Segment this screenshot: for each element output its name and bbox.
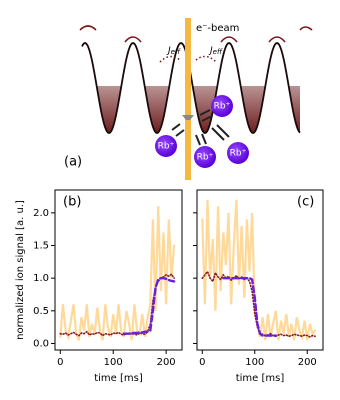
electron-beam <box>185 18 191 180</box>
ion-label: Rb⁺ <box>158 142 175 152</box>
plot-frame <box>54 189 183 351</box>
coupling-arcs <box>159 55 217 63</box>
ion <box>211 95 233 117</box>
series-line <box>59 206 176 341</box>
y-axis-label: normalized ion signal [a. u.] <box>15 200 26 340</box>
coupling-label: Jeff <box>166 46 181 57</box>
panel-label: (a) <box>64 155 82 170</box>
y-tick-label: 1.5 <box>33 241 49 252</box>
empty-site <box>182 115 194 120</box>
coupling-main: J <box>208 46 213 56</box>
beam-label: e⁻-beam <box>196 23 239 34</box>
x-axis-label: time [ms] <box>94 373 143 384</box>
ion <box>155 135 177 157</box>
tunneling-arrows <box>79 25 313 43</box>
ion-label: Rb⁺ <box>230 149 247 159</box>
x-tick-label: 200 <box>157 357 176 368</box>
x-axis-label: time [ms] <box>236 373 285 384</box>
series-line <box>222 277 277 337</box>
x-tick-label: 0 <box>199 357 205 368</box>
panel-label: (c) <box>297 195 314 210</box>
coupling-label: Jeff <box>208 46 223 57</box>
y-tick-label: 1.0 <box>33 273 49 284</box>
y-tick-label: 0.5 <box>33 306 49 317</box>
x-tick-label: 100 <box>245 357 264 368</box>
coupling-sub: eff <box>171 48 181 56</box>
coupling-sub: eff <box>213 48 223 56</box>
x-tick-label: 200 <box>298 357 317 368</box>
lattice-diagram: Rb⁺ Rb⁺ Rb⁺ Rb⁺ e⁻-beam Jeff Jeff (a) <box>64 18 313 180</box>
ion <box>227 142 249 164</box>
ion <box>194 146 216 168</box>
coupling-main: J <box>166 46 171 56</box>
plot-frame <box>196 189 324 351</box>
panel-label: (b) <box>63 195 81 210</box>
y-tick-label: 0.0 <box>33 338 49 349</box>
ion-label: Rb⁺ <box>197 153 214 163</box>
ion-trails <box>171 109 230 146</box>
y-tick-label: 2.0 <box>33 208 49 219</box>
series-line <box>201 199 317 342</box>
x-tick-label: 0 <box>57 357 63 368</box>
well-fill <box>82 86 300 133</box>
ion-label: Rb⁺ <box>214 102 231 112</box>
x-tick-label: 100 <box>104 357 123 368</box>
series-line <box>122 277 176 335</box>
